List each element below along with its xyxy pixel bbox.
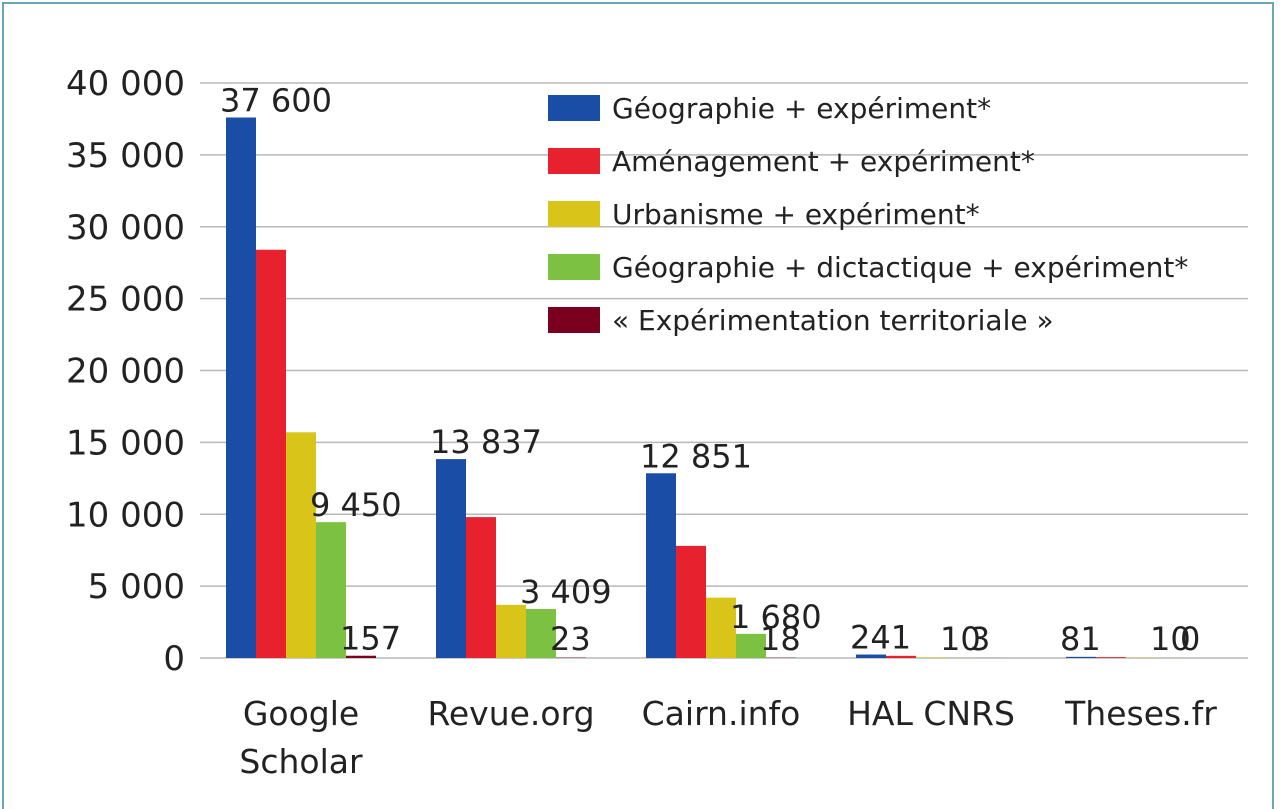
x-tick-label: Theses.fr <box>1065 694 1217 733</box>
y-tick-label: 30 000 <box>66 208 185 248</box>
y-tick-label: 20 000 <box>66 352 185 392</box>
y-tick-label: 25 000 <box>66 280 185 320</box>
bar <box>286 432 316 658</box>
value-label: 81 <box>1060 620 1101 658</box>
value-label: 10 <box>940 620 981 658</box>
bar <box>886 655 916 658</box>
bar <box>436 459 466 658</box>
legend-swatch <box>548 148 600 174</box>
bar <box>496 604 526 658</box>
x-tick-label: HAL CNRS <box>847 694 1015 733</box>
bar <box>676 545 706 658</box>
y-tick-label: 5 000 <box>88 567 185 607</box>
value-label: 9 450 <box>310 486 402 524</box>
value-label: 157 <box>340 620 401 658</box>
legend-label: Aménagement + expériment* <box>612 145 1035 178</box>
legend-swatch <box>548 95 600 121</box>
y-tick-label: 10 000 <box>66 495 185 535</box>
legend-swatch <box>548 201 600 227</box>
bar <box>736 633 766 658</box>
y-tick-label: 40 000 <box>66 64 185 104</box>
bar <box>916 657 946 658</box>
y-tick-label: 15 000 <box>66 423 185 463</box>
legend-label: « Expérimentation territoriale » <box>612 304 1054 337</box>
legend-swatch <box>548 254 600 280</box>
value-label: 0 <box>1180 620 1200 658</box>
bar <box>256 249 286 658</box>
x-tick-label: Revue.org <box>427 694 595 733</box>
x-tick-label: Google Scholar <box>239 694 363 781</box>
bar <box>316 522 346 658</box>
value-label: 3 <box>970 620 990 658</box>
y-tick-label: 0 <box>163 639 185 679</box>
bar <box>1066 656 1096 658</box>
bar <box>526 608 556 658</box>
legend-label: Géographie + expériment* <box>612 92 991 125</box>
value-label: 241 <box>850 619 911 657</box>
bar <box>856 654 886 658</box>
value-label: 1 680 <box>730 598 822 636</box>
x-tick-label: Cairn.info <box>641 694 801 733</box>
bar <box>706 597 736 658</box>
bar <box>466 517 496 658</box>
legend-swatch <box>548 307 600 333</box>
value-label: 3 409 <box>520 573 612 611</box>
value-label: 13 837 <box>430 423 542 461</box>
value-label: 12 851 <box>640 437 752 475</box>
bar <box>226 117 256 658</box>
legend-label: Géographie + dictactique + expériment* <box>612 251 1188 284</box>
bar <box>646 473 676 658</box>
bar <box>346 655 376 658</box>
bar <box>1096 657 1126 658</box>
value-label: 18 <box>760 620 801 658</box>
value-label: 10 <box>1150 620 1191 658</box>
value-label: 23 <box>550 620 591 658</box>
value-label: 37 600 <box>220 82 332 120</box>
y-tick-label: 35 000 <box>66 136 185 176</box>
legend-label: Urbanisme + expériment* <box>612 198 980 231</box>
